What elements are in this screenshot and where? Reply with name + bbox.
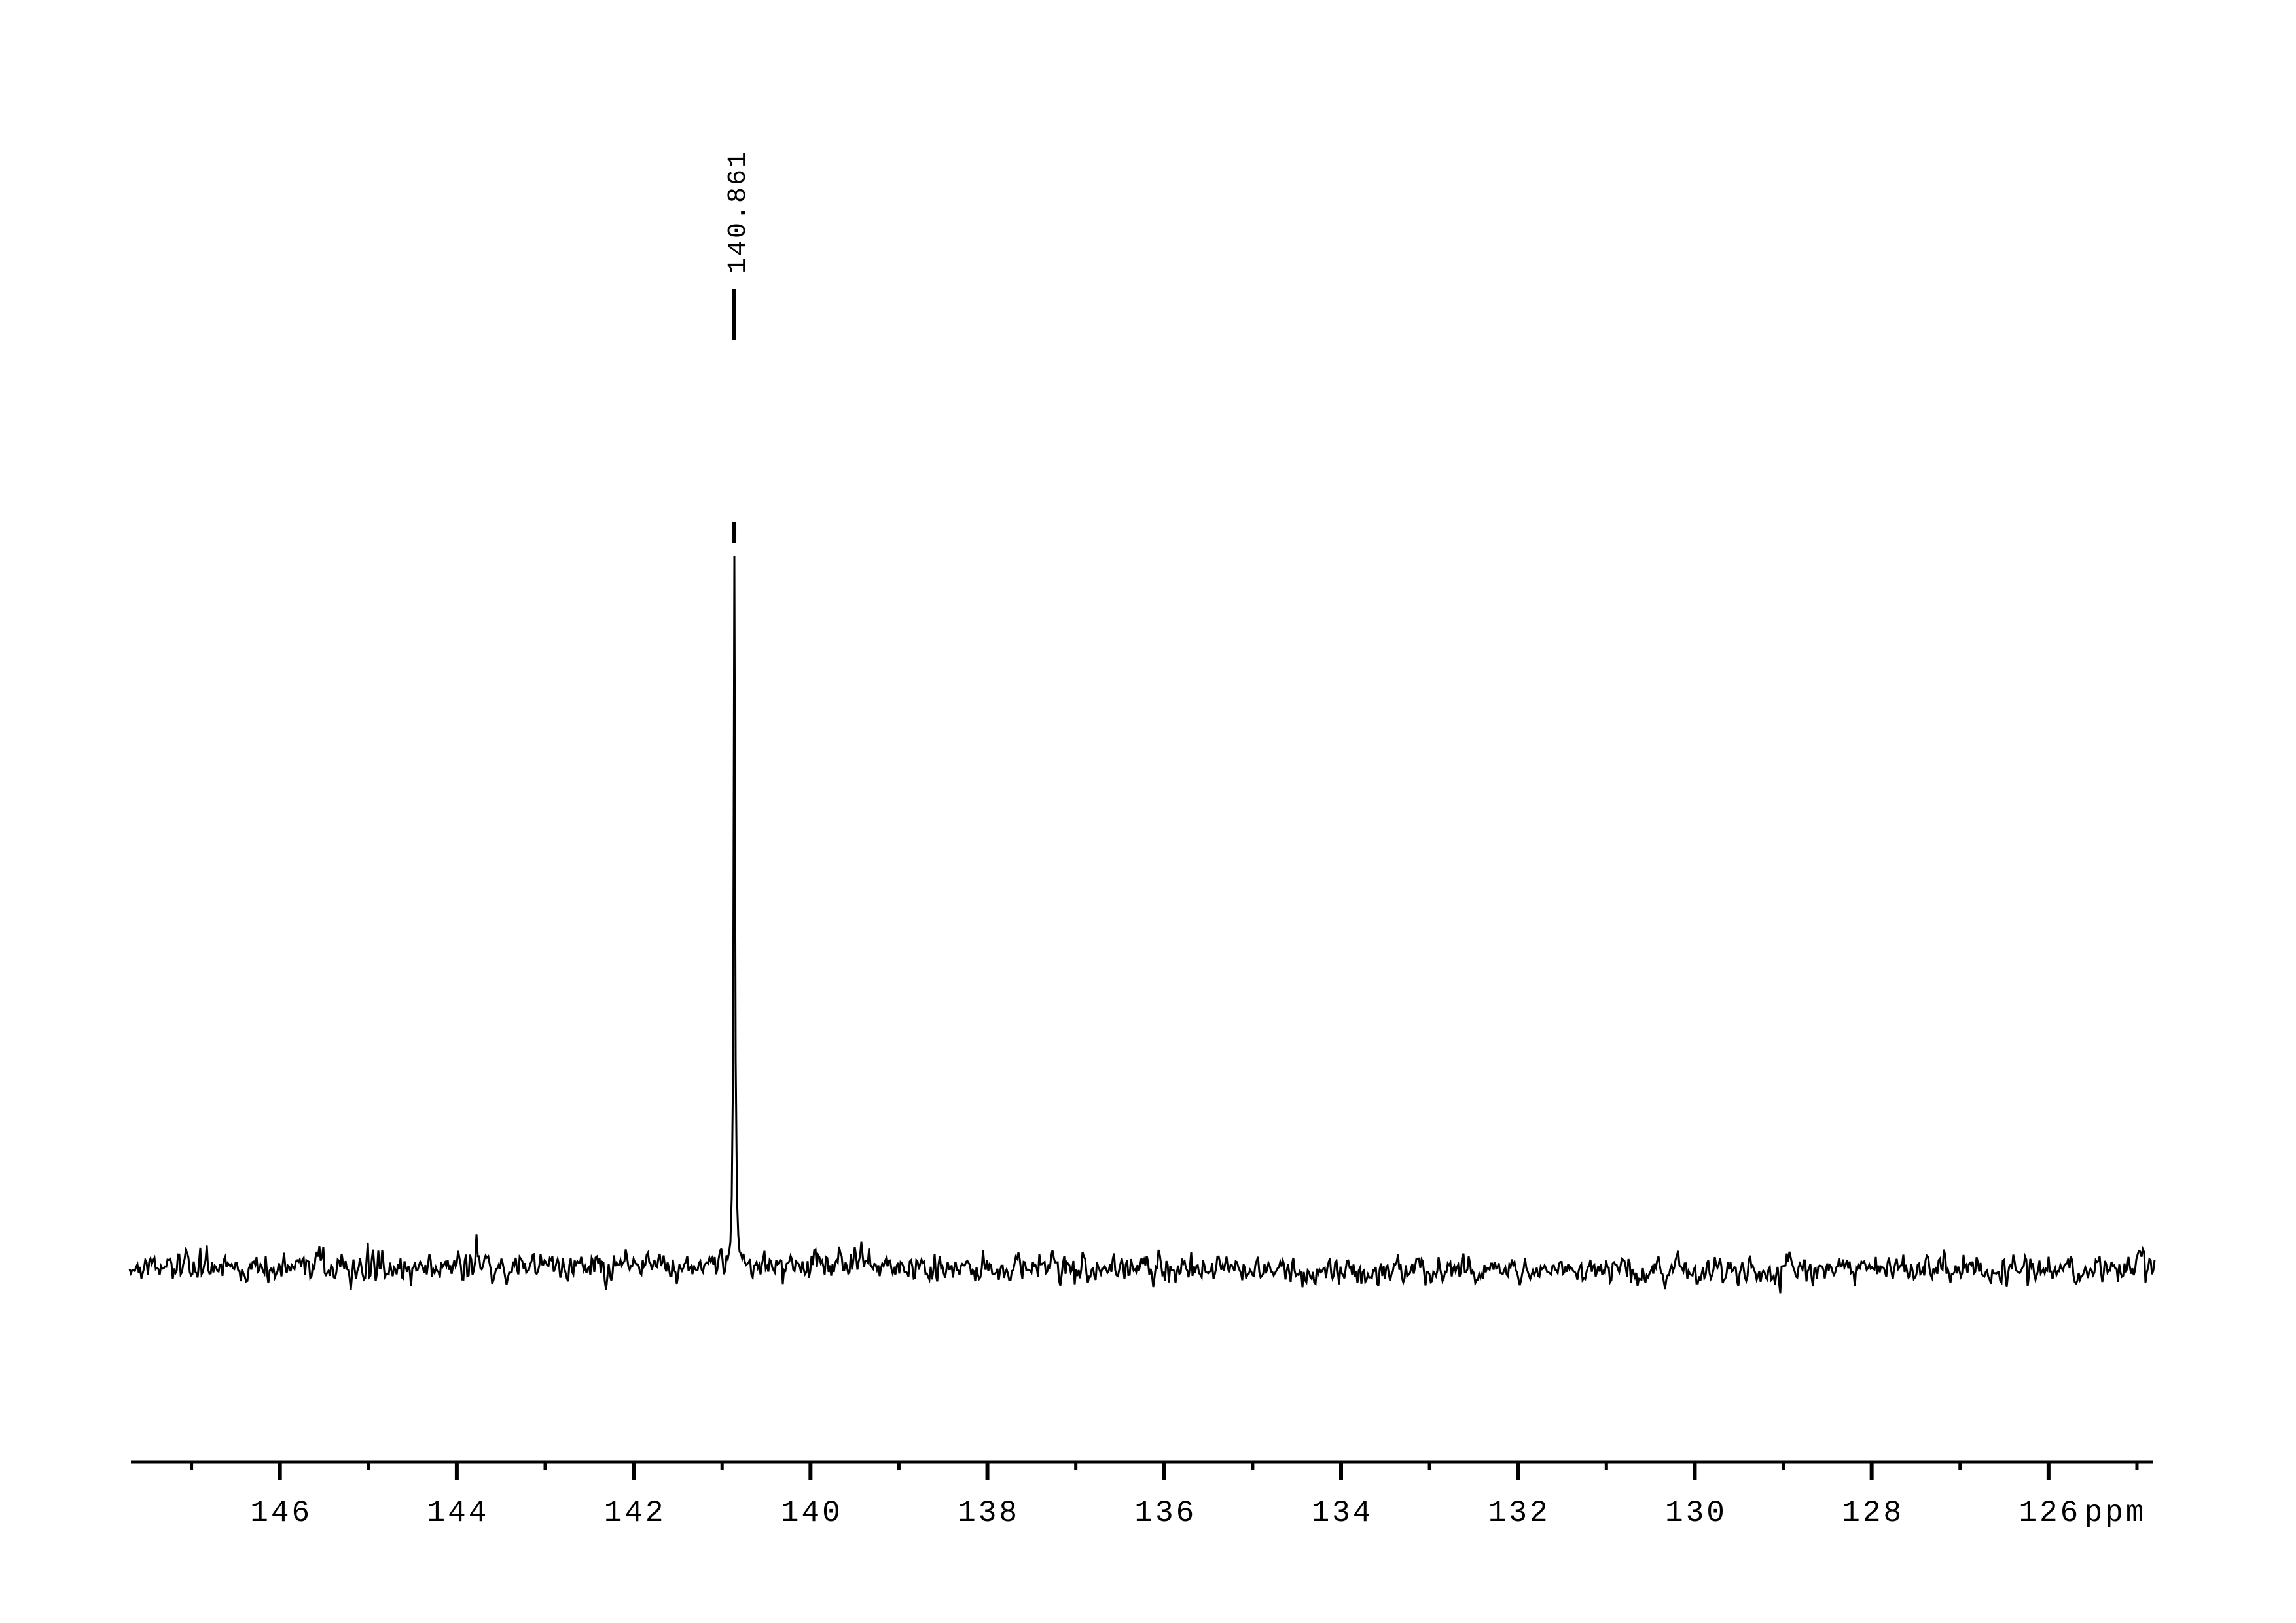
x-axis-tick-label-140: 140	[781, 1496, 843, 1530]
peak-label-140-861: 140.861	[724, 150, 753, 274]
x-axis-tick-labels: 146 144 142 140 138 136 134 132 130 128 126	[250, 1496, 2081, 1530]
x-axis-tick-label-128: 128	[1842, 1496, 1904, 1530]
x-axis-tick-label-132: 132	[1488, 1496, 1551, 1530]
x-axis-tick-label-144: 144	[427, 1496, 489, 1530]
x-axis-tick-label-130: 130	[1665, 1496, 1727, 1530]
x-axis-tick-label-146: 146	[250, 1496, 312, 1530]
x-axis-tick-label-126: 126	[2018, 1496, 2081, 1530]
spectrum-trace	[128, 556, 2156, 1294]
x-axis-major-ticks	[278, 1462, 2051, 1480]
x-axis-tick-label-138: 138	[958, 1496, 1020, 1530]
x-axis-tick-label-134: 134	[1312, 1496, 1374, 1530]
x-axis-minor-ticks	[190, 1462, 2139, 1470]
x-axis-unit-label: ppm	[2085, 1496, 2147, 1530]
x-axis-tick-label-136: 136	[1134, 1496, 1196, 1530]
x-axis-tick-label-142: 142	[604, 1496, 666, 1530]
